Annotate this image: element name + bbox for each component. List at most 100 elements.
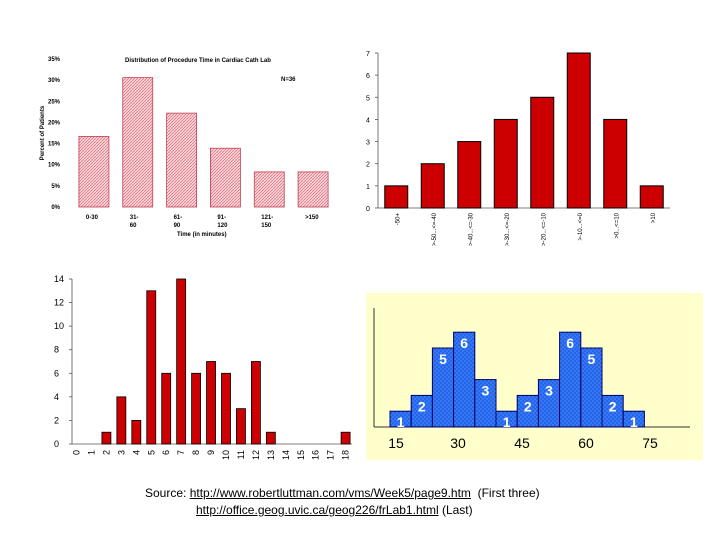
c1-annotation: N=36 <box>281 77 296 83</box>
c3-xtick: 17 <box>326 450 336 460</box>
c2-ytick: 6 <box>366 73 370 80</box>
c2-xtick: >-40...<=-30 <box>468 212 474 246</box>
c1-ytick: 35% <box>48 57 61 63</box>
c2-xtick: >10 <box>651 212 657 223</box>
c1-bar <box>122 77 154 208</box>
c2-xtick: >-50...<=-40 <box>432 212 438 246</box>
c3-xtick: 5 <box>146 450 156 455</box>
c3-xtick: 7 <box>176 450 186 455</box>
c1-xtick: 60 <box>130 223 137 229</box>
c2-xtick: >-20...<=-10 <box>541 212 547 246</box>
c3-bar <box>250 361 261 445</box>
c4-bar <box>580 347 603 428</box>
c1-bar <box>253 171 285 208</box>
c2-ytick: 7 <box>366 51 370 58</box>
c3-bar <box>206 361 216 445</box>
c3-xtick: 6 <box>161 450 171 455</box>
c3-bar <box>176 278 187 445</box>
c2-bar <box>457 141 482 209</box>
c4-xtick: 30 <box>450 435 466 451</box>
c1-xtick: 120 <box>217 223 228 229</box>
source-prefix: Source: <box>145 486 190 500</box>
c1-ytick: 0% <box>51 205 60 211</box>
c2-bar <box>566 52 591 209</box>
c3-ytick: 0 <box>54 439 59 449</box>
c4-bar-label: 1 <box>397 414 405 430</box>
c2-xtick: -50+ <box>395 213 401 226</box>
c3-xtick: 10 <box>221 450 231 460</box>
c3-ytick: 6 <box>54 368 59 378</box>
c2-xtick: >-30...<=-20 <box>505 212 511 246</box>
c2-bar <box>420 163 445 209</box>
c1-bar <box>166 112 197 208</box>
source-note-2: (Last) <box>438 503 473 517</box>
c1-ytick: 15% <box>48 142 61 148</box>
c2-ytick: 0 <box>366 206 370 213</box>
source-line-2: http://office.geog.uvic.ca/geog226/frLab… <box>196 503 473 517</box>
c4-xtick: 75 <box>642 435 658 451</box>
source-link-1[interactable]: http://www.robertluttman.com/vms/Week5/p… <box>189 486 471 500</box>
c4-bar-label: 1 <box>503 414 511 430</box>
c3-xtick: 1 <box>86 450 96 455</box>
c1-ylabel: Percent of Patients <box>40 105 46 160</box>
c4-bar-label: 2 <box>418 398 426 414</box>
c2-bar <box>384 185 409 209</box>
c3-xtick: 14 <box>281 450 291 460</box>
c4-bar-label: 2 <box>609 398 617 414</box>
c1-xtick: 90 <box>174 223 181 229</box>
c2-xtick: >0...<=10 <box>614 212 620 238</box>
c3-bar <box>131 420 142 445</box>
c3-bar <box>265 431 276 445</box>
c1-ytick: 5% <box>51 184 60 190</box>
c3-bar <box>340 431 351 445</box>
c3-xtick: 8 <box>191 450 201 455</box>
c3-ytick: 14 <box>54 274 64 284</box>
c4-bar <box>622 410 645 428</box>
source-link-2[interactable]: http://office.geog.uvic.ca/geog226/frLab… <box>196 503 439 517</box>
c1-xtick: >150 <box>305 215 319 221</box>
c1-bar <box>78 135 110 208</box>
c1-ytick: 10% <box>48 163 61 169</box>
c2-bar <box>493 118 518 209</box>
c1-xlabel: Time (in minutes) <box>177 232 227 238</box>
c3-xtick: 13 <box>266 450 276 460</box>
c3-xtick: 2 <box>101 450 111 455</box>
c3-ytick: 4 <box>54 392 59 402</box>
c3-xtick: 16 <box>311 450 321 460</box>
c3-xtick: 15 <box>296 450 306 460</box>
c4-xtick: 60 <box>578 435 594 451</box>
c1-xtick: 0-30 <box>86 215 99 221</box>
c1-ytick: 20% <box>48 120 61 126</box>
c3-xtick: 11 <box>236 450 246 459</box>
c3-bar <box>221 372 231 445</box>
c1-title: Distribution of Procedure Time in Cardia… <box>125 58 271 64</box>
c4-bar-label: 1 <box>630 414 638 430</box>
c4-bar-label: 2 <box>524 398 532 414</box>
c3-ytick: 2 <box>54 415 59 425</box>
c3-xtick: 3 <box>116 450 126 455</box>
c4-bar-label: 6 <box>566 335 574 351</box>
c2-bar <box>639 185 664 209</box>
c2-ytick: 1 <box>366 184 370 191</box>
c3-bar <box>116 396 127 445</box>
c3-bar <box>101 431 112 445</box>
c4-bar-label: 5 <box>588 351 596 367</box>
c3-bar <box>146 290 157 445</box>
c3-ytick: 10 <box>54 321 64 331</box>
c2-bar <box>603 118 628 209</box>
c2-ytick: 4 <box>366 117 370 124</box>
c1-ytick: 25% <box>48 99 61 105</box>
c2-ytick: 5 <box>366 95 370 102</box>
c3-xtick: 18 <box>341 450 351 460</box>
c3-bar <box>236 408 246 445</box>
c1-xtick: 31- <box>130 215 139 221</box>
c4-bar-label: 3 <box>482 383 490 399</box>
c4-bar-label: 5 <box>439 351 447 367</box>
c2-ytick: 2 <box>366 162 370 169</box>
c1-xtick: 61- <box>174 215 183 221</box>
c3-ytick: 8 <box>54 345 59 355</box>
c1-xtick: 91- <box>217 215 226 221</box>
c1-bar <box>297 171 329 208</box>
